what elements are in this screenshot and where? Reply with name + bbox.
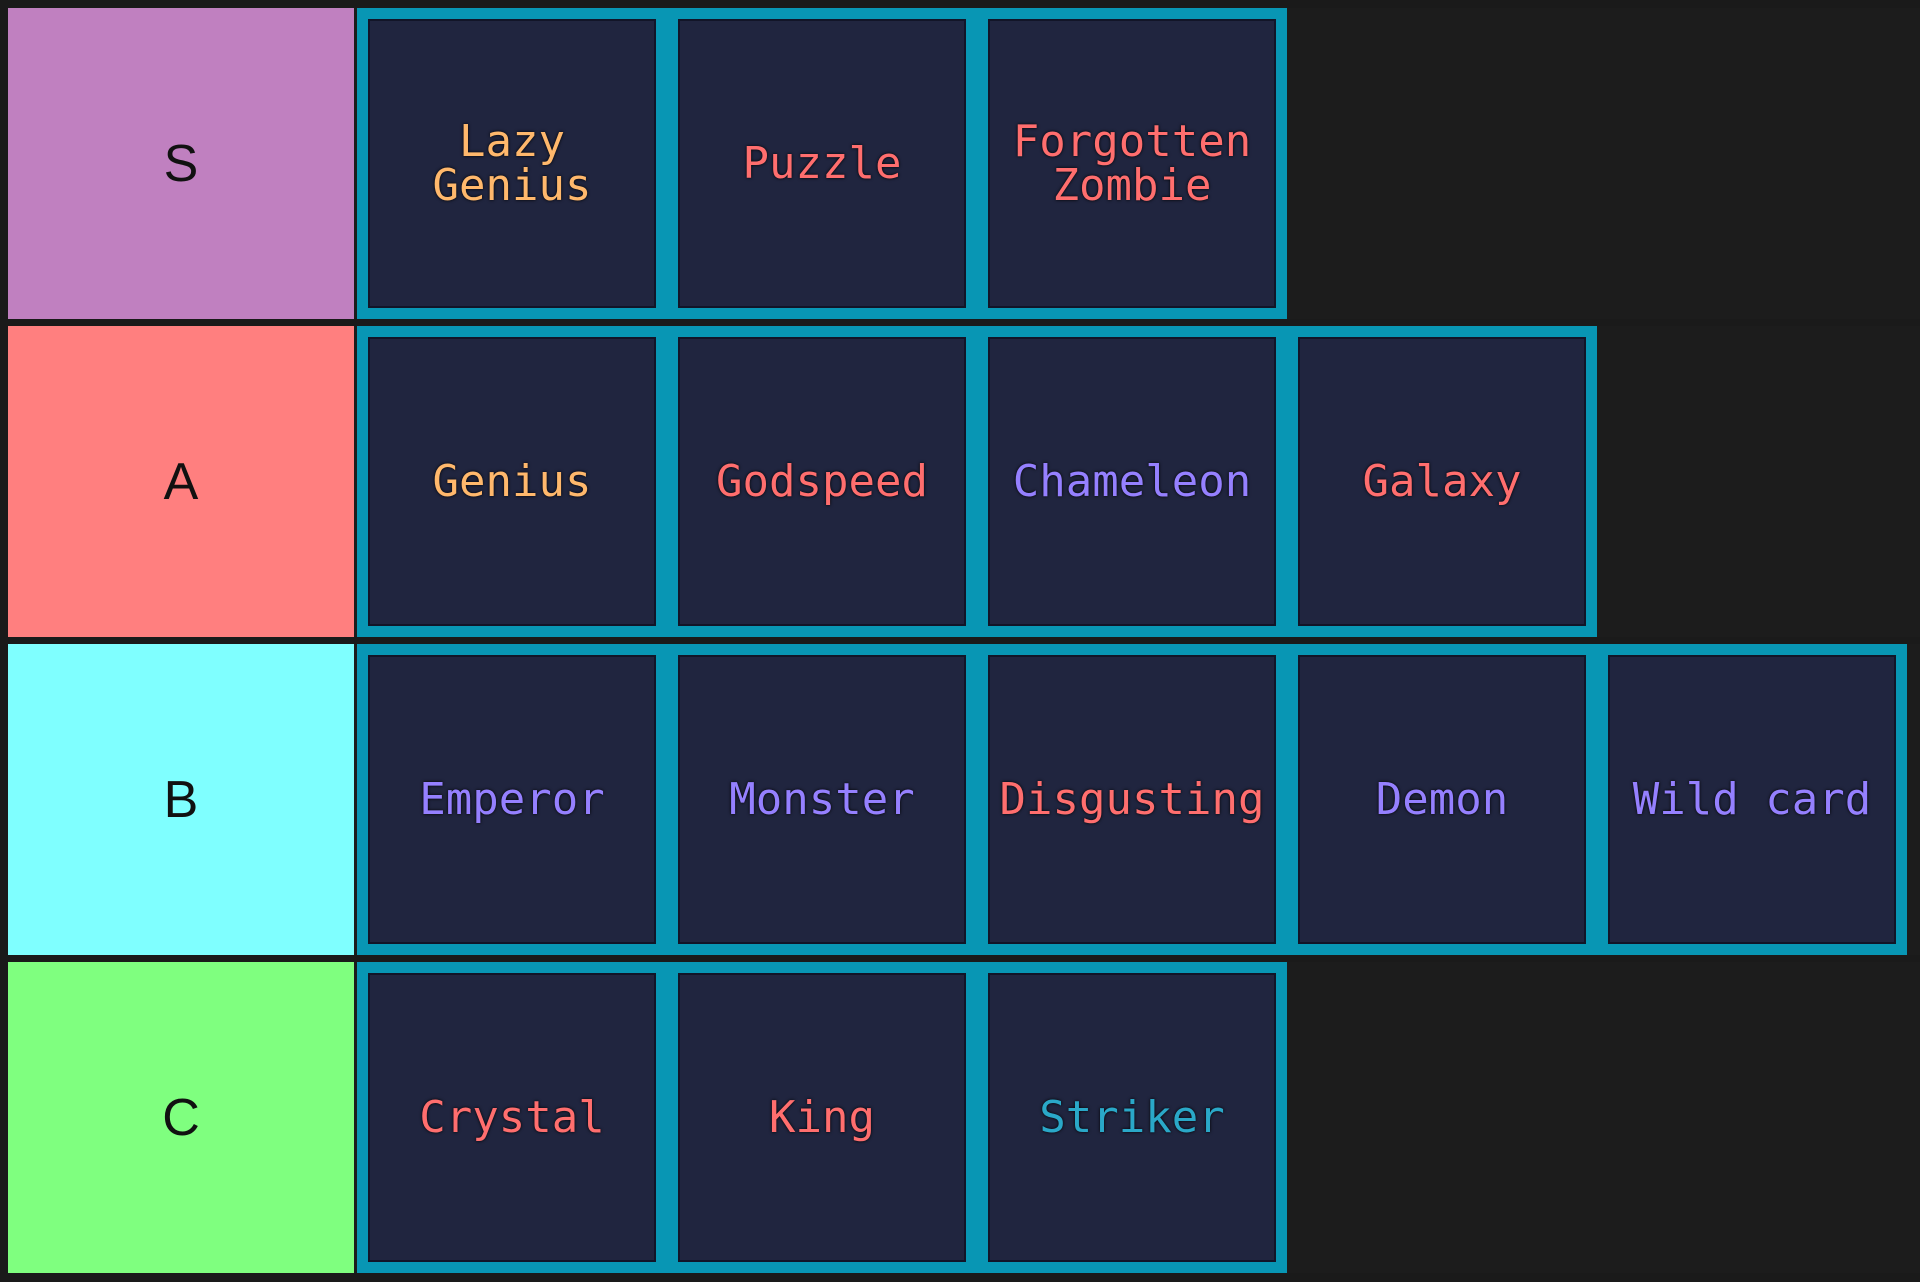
- tier-row-a: A Genius Godspeed Chameleon Galaxy: [8, 326, 1920, 637]
- tier-row-b: B Emperor Monster Disgusting Demon Wild card: [8, 644, 1920, 955]
- tier-card[interactable]: Striker: [988, 973, 1276, 1262]
- tier-label[interactable]: B: [8, 644, 354, 955]
- tier-card[interactable]: Puzzle: [678, 19, 966, 308]
- tier-card[interactable]: Forgotten Zombie: [988, 19, 1276, 308]
- tier-items: Genius Godspeed Chameleon Galaxy: [357, 326, 1597, 637]
- tier-card[interactable]: Crystal: [368, 973, 656, 1262]
- tier-card[interactable]: Disgusting: [988, 655, 1276, 944]
- tier-card[interactable]: Genius: [368, 337, 656, 626]
- tier-label[interactable]: C: [8, 962, 354, 1273]
- tier-items: Crystal King Striker: [357, 962, 1287, 1273]
- tier-card[interactable]: Emperor: [368, 655, 656, 944]
- tier-label[interactable]: S: [8, 8, 354, 319]
- tier-card[interactable]: Galaxy: [1298, 337, 1586, 626]
- tier-card[interactable]: Chameleon: [988, 337, 1276, 626]
- tier-card[interactable]: Lazy Genius: [368, 19, 656, 308]
- tier-row-s: S Lazy Genius Puzzle Forgotten Zombie: [8, 8, 1920, 319]
- tier-row-c: C Crystal King Striker: [8, 962, 1920, 1273]
- tier-card[interactable]: Godspeed: [678, 337, 966, 626]
- tier-label[interactable]: A: [8, 326, 354, 637]
- tier-card[interactable]: King: [678, 973, 966, 1262]
- tier-card[interactable]: Demon: [1298, 655, 1586, 944]
- tier-items: Lazy Genius Puzzle Forgotten Zombie: [357, 8, 1287, 319]
- tier-card[interactable]: Wild card: [1608, 655, 1896, 944]
- tier-items: Emperor Monster Disgusting Demon Wild card: [357, 644, 1907, 955]
- tier-list: S Lazy Genius Puzzle Forgotten Zombie A Geniu…: [8, 8, 1920, 1273]
- tier-card[interactable]: Monster: [678, 655, 966, 944]
